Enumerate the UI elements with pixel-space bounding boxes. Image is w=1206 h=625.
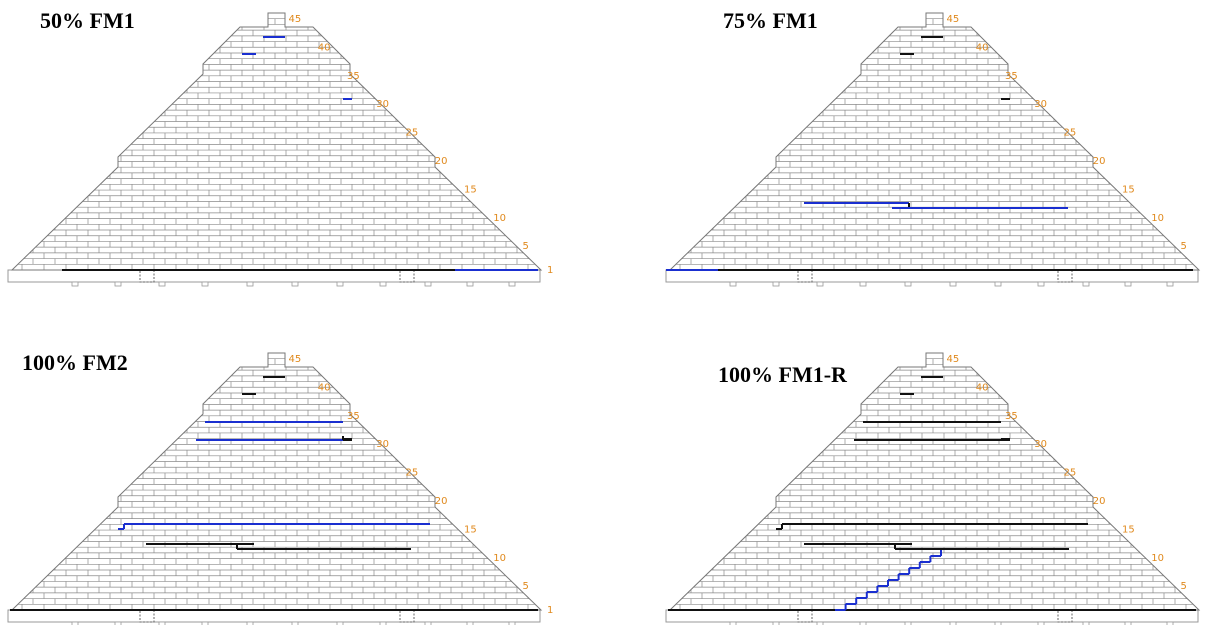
panel-title: 50% FM1 [40, 8, 135, 33]
row-label: 40 [318, 382, 331, 393]
row-label: 45 [288, 354, 301, 365]
footing [773, 282, 779, 286]
row-label: 15 [464, 524, 477, 535]
row-label: 40 [976, 382, 989, 393]
row-label: 20 [435, 496, 448, 507]
row-label: 40 [318, 42, 331, 53]
footing [467, 282, 473, 286]
row-label: 20 [1093, 156, 1106, 167]
panel-title: 100% FM1-R [718, 362, 848, 387]
masonry [658, 0, 1206, 275]
row-label: 10 [493, 213, 506, 224]
footing [905, 282, 911, 286]
foundation [666, 270, 1198, 282]
panel-title: 100% FM2 [22, 350, 128, 375]
row-label: 25 [405, 468, 418, 479]
footing [1083, 282, 1089, 286]
footing [337, 282, 343, 286]
figure: 45403530252015105150% FM1454035302520151… [0, 0, 1206, 625]
row-label: 1 [547, 605, 553, 616]
footing [950, 282, 956, 286]
row-label: 5 [1180, 581, 1186, 592]
row-label: 30 [1034, 439, 1047, 450]
footing [115, 282, 121, 286]
row-label: 15 [1122, 524, 1135, 535]
footing [247, 282, 253, 286]
row-label: 30 [376, 439, 389, 450]
foundation [666, 610, 1198, 622]
row-label: 5 [1180, 241, 1186, 252]
row-label: 45 [288, 14, 301, 25]
row-label: 10 [1151, 553, 1164, 564]
footing [1038, 282, 1044, 286]
footing [292, 282, 298, 286]
masonry [0, 340, 560, 615]
row-label: 10 [1151, 213, 1164, 224]
row-label: 30 [1034, 99, 1047, 110]
footing [1167, 282, 1173, 286]
row-label: 25 [1063, 128, 1076, 139]
footing [380, 282, 386, 286]
foundation [8, 610, 540, 622]
row-label: 35 [1005, 71, 1018, 82]
footing [202, 282, 208, 286]
footing [425, 282, 431, 286]
row-label: 5 [522, 581, 528, 592]
footing [730, 282, 736, 286]
pyramid-panel: 45 40 35 30 25 20 15 10 5 1 [0, 340, 560, 625]
row-label: 15 [1122, 184, 1135, 195]
footing [72, 282, 78, 286]
foundation [8, 270, 540, 282]
row-label: 25 [405, 128, 418, 139]
masonry [0, 0, 560, 275]
row-label: 45 [946, 14, 959, 25]
row-label: 20 [1093, 496, 1106, 507]
footing [860, 282, 866, 286]
footing [159, 282, 165, 286]
footing [509, 282, 515, 286]
footing [995, 282, 1001, 286]
row-label: 10 [493, 553, 506, 564]
footing [1125, 282, 1131, 286]
row-label: 20 [435, 156, 448, 167]
row-label: 45 [946, 354, 959, 365]
row-label: 35 [347, 411, 360, 422]
row-label: 5 [522, 241, 528, 252]
pyramid-panel: 45 40 35 30 25 20 15 10 5 1 [0, 0, 560, 286]
row-label: 30 [376, 99, 389, 110]
row-label: 35 [347, 71, 360, 82]
row-label: 15 [464, 184, 477, 195]
footing [817, 282, 823, 286]
panel-title: 75% FM1 [723, 8, 818, 33]
row-label: 35 [1005, 411, 1018, 422]
row-label: 40 [976, 42, 989, 53]
row-label: 1 [547, 265, 553, 276]
row-label: 25 [1063, 468, 1076, 479]
